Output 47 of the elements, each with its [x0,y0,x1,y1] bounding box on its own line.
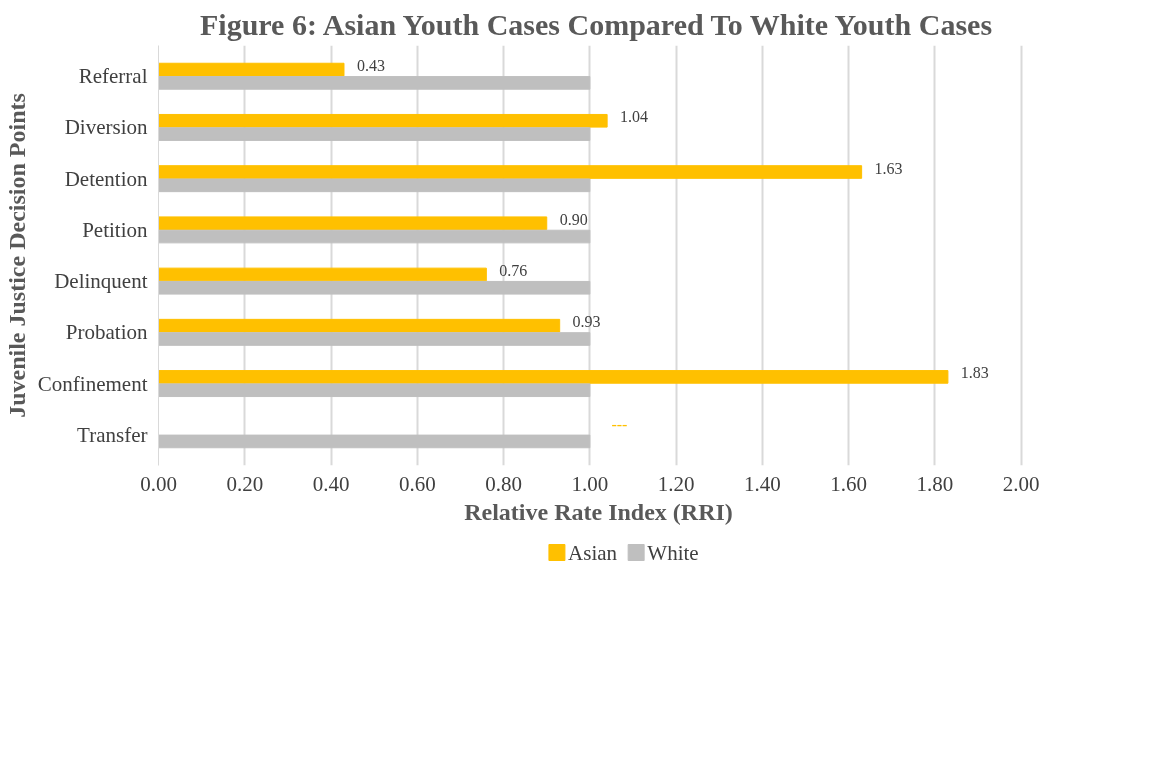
y-axis-title: Juvenile Justice Decision Points [3,93,30,418]
bar [158,229,591,244]
bar [158,76,591,90]
x-tick-label: 2.00 [1002,471,1040,496]
bar [158,280,591,295]
data-label: 0.93 [572,313,601,331]
bar [158,178,591,193]
y-tick-label: Petition [82,217,148,242]
x-tick-label: 0.00 [140,471,177,496]
data-label: 1.63 [874,159,903,177]
bar [158,216,548,231]
legend-label: White [647,540,699,565]
x-tick-label: 1.40 [744,471,781,496]
x-tick-label: 1.20 [657,471,695,496]
x-tick-label: 0.20 [226,471,264,496]
data-label: 0.76 [499,261,528,279]
x-tick-label: 1.60 [830,471,868,496]
y-tick-label: Probation [65,320,148,345]
x-tick-label: 1.80 [916,471,954,496]
data-label: 1.04 [620,108,649,126]
legend-label: Asian [568,540,618,565]
bar [158,165,863,179]
x-tick-label: 0.80 [485,471,522,496]
x-tick-label: 0.40 [312,471,350,496]
bar [158,267,487,282]
data-label: 0.43 [356,57,385,75]
bar [158,318,561,333]
y-tick-label: Detention [64,166,148,191]
bar [158,127,591,141]
x-axis-title: Relative Rate Index (RRI) [464,498,733,525]
x-tick-label: 1.00 [571,471,609,496]
bar [158,113,608,128]
data-label: 1.83 [960,364,989,382]
bar [158,62,345,77]
y-tick-label: Referral [78,64,148,89]
data-label: 0.90 [559,210,588,228]
y-tick-label: Transfer [77,422,148,447]
y-tick-label: Confinement [37,371,148,396]
y-tick-label: Delinquent [54,269,148,294]
bar [158,434,591,449]
text: --- [611,415,628,433]
bar [158,370,949,384]
bar [158,332,591,346]
bar [158,383,591,398]
y-tick-label: Diversion [64,115,148,140]
x-tick-label: 0.60 [398,471,436,496]
chart-title: Figure 6: Asian Youth Cases Compared To White Youth Cases [199,7,993,41]
